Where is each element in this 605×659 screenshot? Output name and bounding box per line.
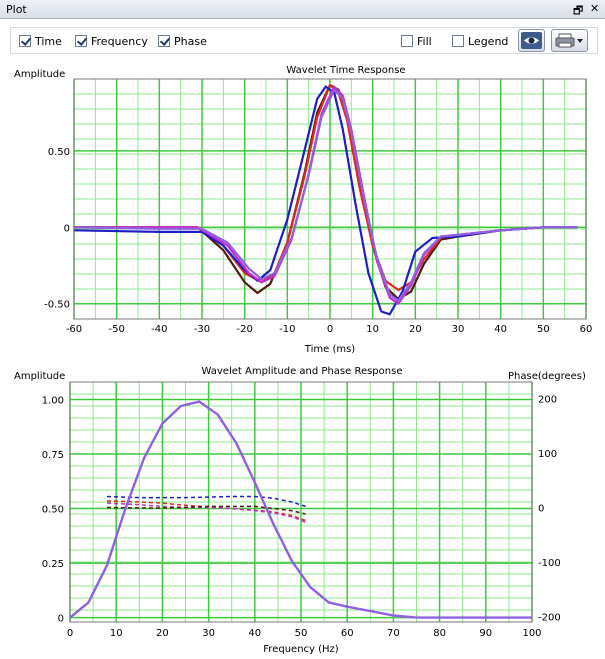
checkbox-label: Legend — [468, 34, 509, 48]
close-icon[interactable]: ✕ — [590, 2, 600, 15]
time-y-axis-label: Amplitude — [14, 69, 65, 80]
view-button[interactable] — [518, 29, 545, 52]
x-tick-label: 60 — [580, 324, 593, 335]
phase-series-line-2 — [106, 502, 306, 523]
x-tick-label: 50 — [537, 324, 550, 335]
x-tick-label: 10 — [110, 628, 123, 639]
toolbar: Time Frequency Phase Fill Legend — [10, 27, 598, 54]
frequency-chart-title: Wavelet Amplitude and Phase Response — [202, 366, 403, 377]
amplitude-y-axis-label: Amplitude — [14, 371, 65, 382]
y2-tick-label: -200 — [538, 613, 561, 624]
legend-checkbox[interactable]: Legend — [452, 33, 508, 49]
checkbox-box — [158, 35, 170, 47]
time-x-axis-label: Time (ms) — [304, 344, 356, 355]
x-tick-label: 80 — [433, 628, 446, 639]
time-chart-title: Wavelet Time Response — [286, 65, 405, 76]
x-tick-label: 0 — [67, 628, 73, 639]
checkbox-box — [401, 35, 413, 47]
y2-tick-label: 200 — [538, 394, 557, 405]
print-button[interactable] — [551, 29, 588, 52]
x-tick-label: 30 — [452, 324, 465, 335]
x-tick-label: 100 — [522, 628, 541, 639]
checkbox-label: Phase — [174, 34, 207, 48]
checkbox-box — [19, 35, 31, 47]
frequency-x-ticks: 0 10 20 30 40 50 60 70 80 90 100 — [67, 628, 542, 639]
checkbox-label: Time — [35, 34, 62, 48]
x-tick-label: -50 — [108, 324, 124, 335]
x-tick-label: 50 — [295, 628, 308, 639]
title-bar: Plot 🗗 ✕ — [0, 0, 605, 19]
checkbox-box — [452, 35, 464, 47]
printer-icon — [555, 33, 583, 48]
amplitude-phase-chart: 0 10 20 30 40 50 60 70 80 90 100 1.00 0.75 0.50 0.25 0… — [14, 366, 586, 655]
checkbox-label: Fill — [417, 34, 432, 48]
y2-tick-label: 0 — [538, 503, 544, 514]
fill-checkbox[interactable]: Fill — [401, 33, 432, 49]
x-tick-label: -60 — [66, 324, 82, 335]
amplitude-y-ticks: 1.00 0.75 0.50 0.25 0 — [42, 395, 64, 624]
frequency-checkbox[interactable]: Frequency — [75, 33, 148, 49]
time-x-ticks: -60 -50 -40 -30 -20 -10 0 10 20 30 40 50 60 — [66, 324, 593, 335]
phase-y-ticks: 200 100 0 -100 -200 — [538, 394, 561, 623]
phase-checkbox[interactable]: Phase — [158, 33, 207, 49]
frequency-grid — [69, 382, 533, 622]
time-checkbox[interactable]: Time — [19, 33, 62, 49]
y-tick-label: -0.50 — [44, 300, 70, 311]
x-tick-label: -20 — [236, 324, 252, 335]
checkbox-box — [75, 35, 87, 47]
time-plot-border — [73, 78, 587, 320]
y2-tick-label: -100 — [538, 558, 561, 569]
x-tick-label: 20 — [156, 628, 169, 639]
x-tick-label: -10 — [279, 324, 295, 335]
frequency-plot-border — [69, 381, 533, 623]
time-series-group — [73, 84, 578, 316]
time-series-line-4 — [73, 88, 578, 302]
x-tick-label: 40 — [248, 628, 261, 639]
x-tick-label: -40 — [151, 324, 167, 335]
x-tick-label: 60 — [341, 628, 354, 639]
frequency-x-axis-label: Frequency (Hz) — [263, 644, 339, 655]
checkbox-label: Frequency — [91, 34, 148, 48]
frequency-series-group — [69, 400, 532, 619]
phase-series-line-3 — [106, 505, 306, 515]
x-tick-label: 0 — [327, 324, 333, 335]
y-tick-label: 0 — [64, 223, 70, 234]
amplitude-series-line-0 — [69, 400, 532, 619]
restore-icon[interactable]: 🗗 — [573, 4, 584, 17]
x-tick-label: 40 — [494, 324, 507, 335]
y-tick-label: 0.50 — [48, 147, 70, 158]
x-tick-label: 20 — [409, 324, 422, 335]
y-tick-label: 0.75 — [42, 450, 64, 461]
y-tick-label: 0.25 — [42, 559, 64, 570]
phase-series-line-0 — [106, 495, 306, 508]
time-series-line-2 — [73, 85, 578, 316]
window-title: Plot — [6, 3, 27, 16]
x-tick-label: 30 — [202, 628, 215, 639]
eye-icon — [521, 32, 542, 49]
y-tick-label: 0.50 — [42, 505, 64, 516]
y-tick-label: 0 — [58, 614, 64, 625]
phase-y-axis-label: Phase(degrees) — [508, 371, 586, 382]
time-response-chart: -60 -50 -40 -30 -20 -10 0 10 20 30 40 50 60 0.50 0 -0.… — [14, 65, 592, 355]
y-tick-label: 1.00 — [42, 395, 64, 406]
x-tick-label: 90 — [479, 628, 492, 639]
time-y-ticks: 0.50 0 -0.50 — [44, 147, 70, 311]
x-tick-label: 70 — [387, 628, 400, 639]
y2-tick-label: 100 — [538, 449, 557, 460]
x-tick-label: -30 — [194, 324, 210, 335]
x-tick-label: 10 — [366, 324, 379, 335]
